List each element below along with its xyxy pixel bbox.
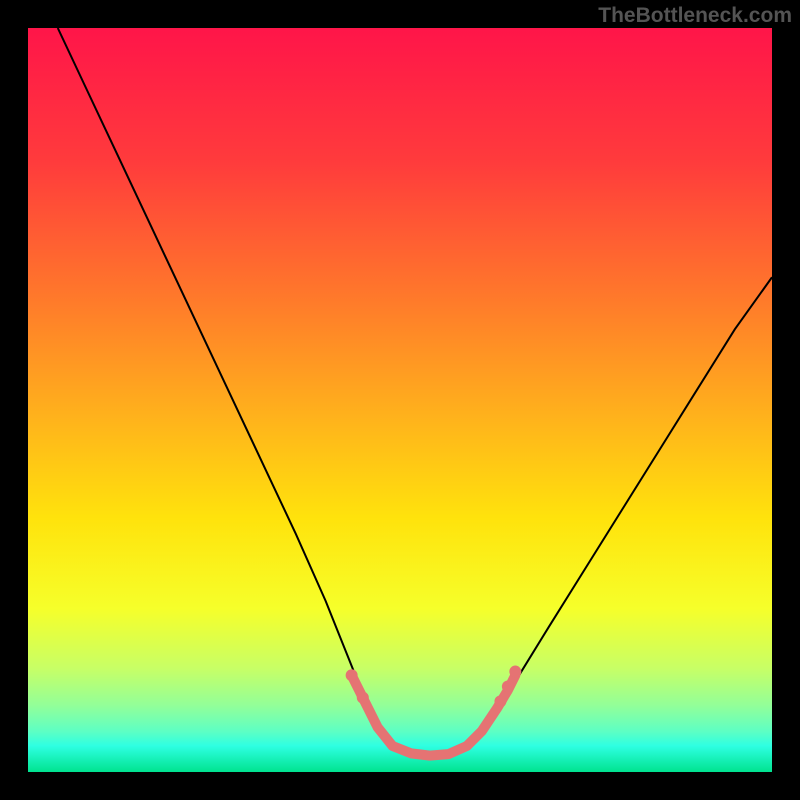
optimal-marker (357, 692, 369, 704)
chart-frame: TheBottleneck.com (0, 0, 800, 800)
optimal-marker (502, 680, 514, 692)
plot-background (28, 28, 772, 772)
watermark-text: TheBottleneck.com (598, 4, 792, 28)
optimal-marker (494, 695, 506, 707)
optimal-marker (509, 666, 521, 678)
bottleneck-curve-chart (28, 28, 772, 772)
optimal-marker (346, 669, 358, 681)
